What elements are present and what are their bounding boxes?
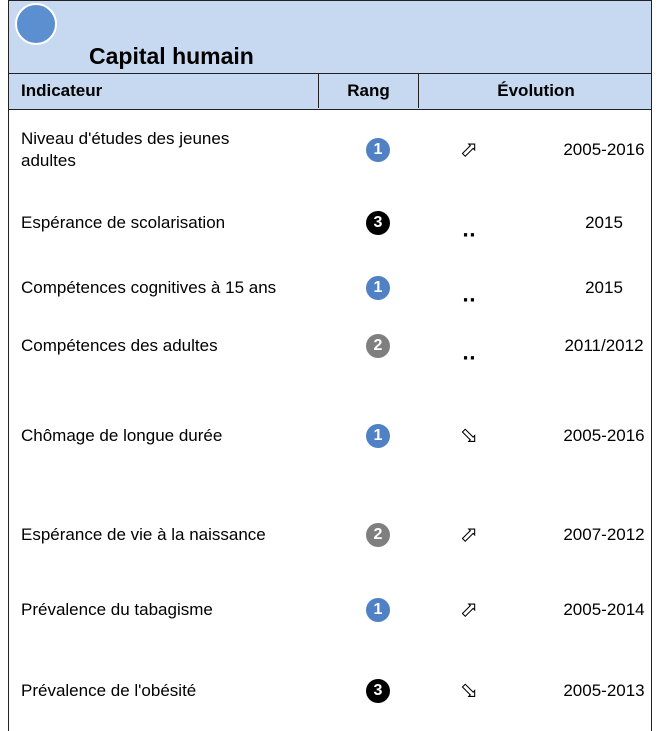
table-row: Prévalence de l'obésité 3 ⬂ 2005-2013 <box>9 650 651 731</box>
period: 2015 <box>585 213 623 232</box>
header: Capital humain <box>9 0 651 74</box>
table-row: Prévalence du tabagisme 1 ⬀ 2005-2014 <box>9 570 651 650</box>
indicator: Espérance de scolarisation <box>21 213 226 232</box>
period: 2005-2016 <box>563 140 645 159</box>
table-row: Espérance de scolarisation 3.. 2015 <box>9 190 651 256</box>
indicator: Espérance de vie à la naissance <box>21 525 266 544</box>
indicator: Chômage de longue durée <box>21 426 223 445</box>
table: Capital humain Indicateur Rang Évolution Ni… <box>8 0 652 731</box>
table-row: Niveau d'études des jeunes adultes 1 ⬀ 2005… <box>9 110 651 190</box>
period: 2015 <box>585 278 623 297</box>
indicator: Compétences des adultes <box>21 336 218 355</box>
period: 2005-2016 <box>563 426 645 445</box>
trend: ⬀ <box>459 597 479 623</box>
column-header: Évolution <box>497 81 575 100</box>
table-row: Espérance de vie à la naissance 2 ⬀ 2007-20… <box>9 500 651 570</box>
rank-badge: 3 <box>366 211 390 235</box>
indicator: Compétences cognitives à 15 ans <box>21 278 277 297</box>
brain-icon <box>15 3 57 45</box>
period: 2005-2013 <box>563 680 645 700</box>
rank-badge: 1 <box>366 138 390 162</box>
rank-badge: 1 <box>366 276 390 300</box>
column-header: Rang <box>319 74 419 108</box>
period: 2007-2012 <box>563 525 645 544</box>
period: 2005-2014 <box>563 600 645 619</box>
rank-badge: 2 <box>366 523 390 547</box>
trend: ⬂ <box>459 678 479 703</box>
indicator: Prévalence de l'obésité <box>21 680 197 700</box>
trend: ⬀ <box>459 522 479 548</box>
trend: .. <box>462 220 476 242</box>
trend: ⬀ <box>459 137 479 163</box>
title: Capital humain <box>89 43 254 69</box>
rank-badge: 1 <box>366 424 390 448</box>
column-header-row: Indicateur Rang Évolution <box>9 74 651 110</box>
trend: ⬂ <box>459 423 479 449</box>
rank-badge: 3 <box>366 678 390 703</box>
table-row: Chômage de longue durée 1 ⬂ 2005-2016 <box>9 372 651 500</box>
trend: .. <box>462 285 476 307</box>
rank-badge: 1 <box>366 598 390 622</box>
column-header: Indicateur <box>9 74 319 108</box>
indicator: Prévalence du tabagisme <box>21 600 213 619</box>
table-row: Compétences cognitives à 15 ans 1.. 2015 <box>9 256 651 320</box>
table-row: Compétences des adultes 2.. 2011/2012 <box>9 320 651 372</box>
period: 2011/2012 <box>564 336 644 355</box>
rank-badge: 2 <box>366 334 390 358</box>
trend: .. <box>462 343 476 365</box>
indicator: Niveau d'études des jeunes adultes <box>21 129 230 170</box>
